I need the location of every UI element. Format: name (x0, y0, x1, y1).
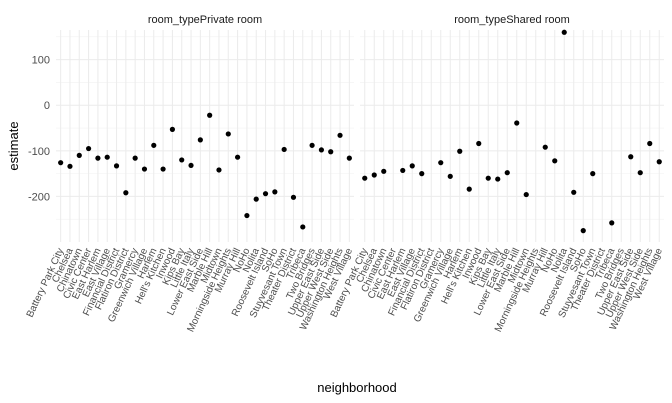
data-point (234, 154, 241, 160)
data-point (381, 168, 387, 174)
data-point (300, 224, 306, 230)
data-point (169, 126, 176, 132)
data-point (104, 154, 110, 160)
data-point (438, 160, 444, 166)
data-point (244, 212, 250, 219)
data-point (309, 142, 315, 148)
y-axis: 100 0 -100 -200 (28, 55, 50, 204)
data-point (272, 189, 278, 195)
data-point (514, 120, 520, 126)
data-point (290, 194, 297, 200)
data-point (656, 159, 662, 165)
data-point (371, 172, 377, 178)
data-point (476, 140, 482, 147)
data-point (485, 175, 491, 181)
data-point (346, 155, 352, 161)
data-point (495, 176, 501, 182)
data-point (523, 191, 529, 198)
data-point (318, 147, 325, 153)
data-point (216, 167, 222, 173)
data-point (400, 167, 406, 174)
data-point (151, 142, 157, 148)
data-point (58, 160, 64, 166)
data-point (141, 166, 148, 172)
data-point (552, 158, 558, 164)
facet-title: room_typeShared room (454, 14, 570, 26)
data-point (262, 191, 269, 197)
data-point (207, 112, 213, 118)
data-point (188, 162, 194, 169)
data-point (580, 228, 586, 234)
data-point (561, 29, 567, 35)
data-point (409, 163, 415, 169)
data-point (67, 163, 73, 169)
data-point (609, 220, 615, 226)
data-point (419, 171, 425, 177)
data-point (132, 155, 138, 161)
data-point (542, 144, 548, 150)
data-point (337, 132, 343, 138)
data-point (179, 157, 185, 163)
data-point (571, 189, 577, 195)
x-axis-title: neighborhood (317, 380, 397, 395)
y-tick-label: -100 (28, 146, 50, 158)
data-point (466, 186, 472, 192)
data-point (113, 163, 120, 169)
data-point (647, 140, 653, 147)
data-point (590, 171, 596, 177)
data-point (362, 175, 368, 181)
facet-title: room_typePrivate room (148, 14, 262, 26)
data-point (637, 170, 643, 176)
data-point (281, 146, 287, 153)
data-point (95, 155, 101, 161)
y-tick-label: -200 (28, 191, 50, 203)
data-point (123, 190, 129, 196)
data-point (225, 131, 231, 137)
data-point (328, 149, 334, 155)
y-axis-title: estimate (6, 121, 21, 170)
y-tick-label: 0 (44, 100, 50, 112)
data-point (253, 196, 259, 202)
data-point (447, 173, 453, 179)
y-tick-label: 100 (32, 55, 50, 67)
data-point (197, 137, 203, 143)
data-point (85, 145, 92, 152)
data-point (628, 154, 634, 160)
data-point (504, 170, 510, 176)
data-point (457, 148, 463, 154)
data-point (76, 152, 82, 158)
data-point (160, 166, 166, 172)
